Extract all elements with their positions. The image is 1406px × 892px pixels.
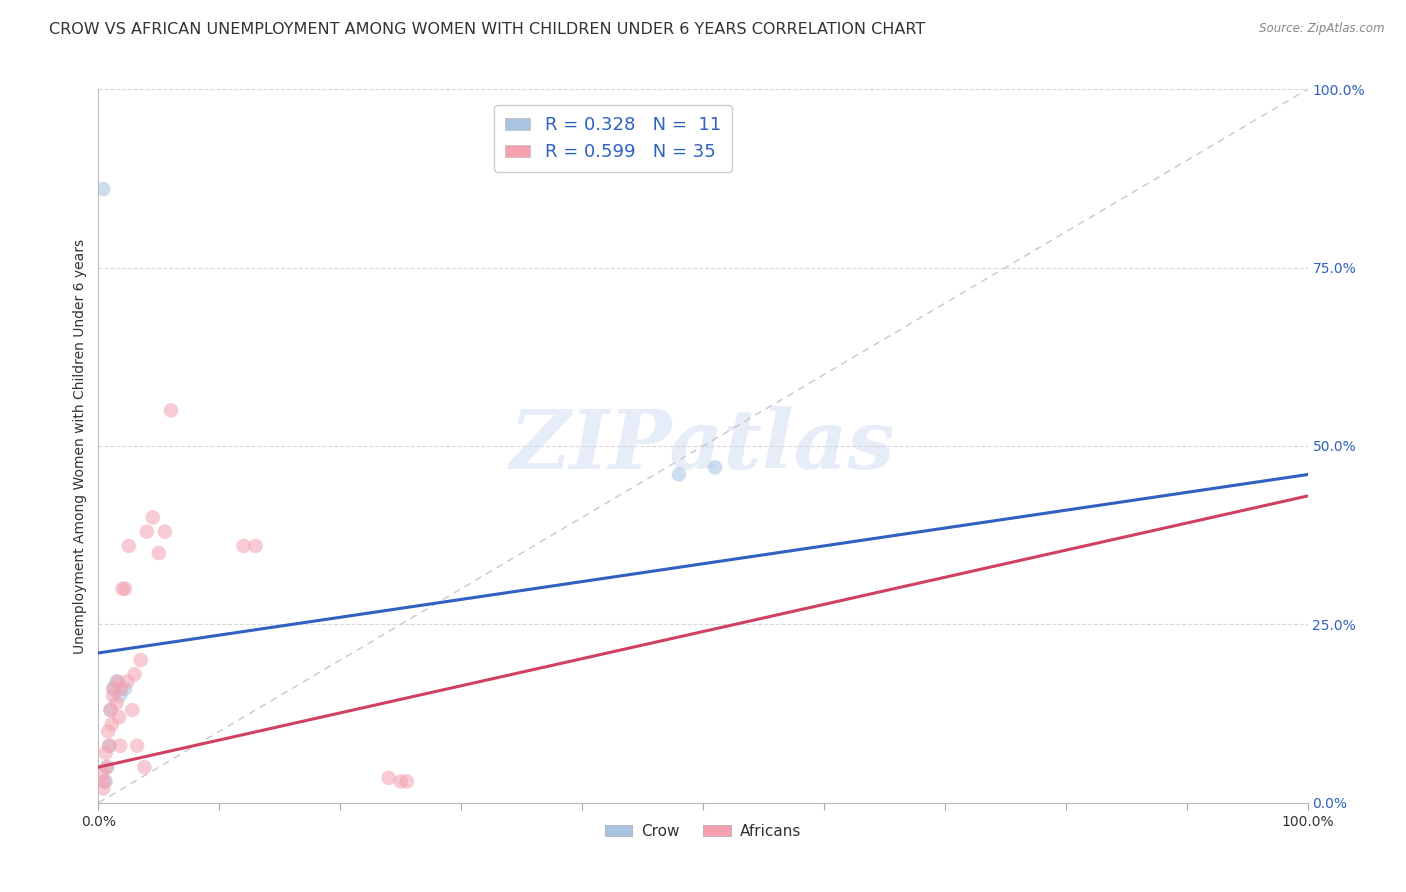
Point bbox=[121, 703, 143, 717]
Point bbox=[232, 539, 254, 553]
Point bbox=[135, 524, 157, 539]
Point bbox=[108, 710, 131, 724]
Point bbox=[98, 739, 121, 753]
Point bbox=[97, 724, 120, 739]
Point bbox=[153, 524, 176, 539]
Legend: Crow, Africans: Crow, Africans bbox=[599, 818, 807, 845]
Point bbox=[127, 739, 149, 753]
Point bbox=[103, 681, 125, 696]
Point bbox=[105, 696, 128, 710]
Point bbox=[117, 674, 139, 689]
Text: Source: ZipAtlas.com: Source: ZipAtlas.com bbox=[1260, 22, 1385, 36]
Point bbox=[142, 510, 165, 524]
Point bbox=[110, 681, 132, 696]
Point bbox=[94, 774, 117, 789]
Point bbox=[98, 739, 121, 753]
Point bbox=[111, 582, 134, 596]
Point bbox=[108, 739, 131, 753]
Point bbox=[148, 546, 170, 560]
Point bbox=[107, 674, 129, 689]
Point bbox=[668, 467, 690, 482]
Point bbox=[91, 781, 114, 796]
Point bbox=[114, 681, 136, 696]
Point bbox=[91, 767, 114, 781]
Point bbox=[96, 760, 118, 774]
Point bbox=[704, 460, 727, 475]
Point bbox=[118, 539, 141, 553]
Point bbox=[134, 760, 156, 774]
Y-axis label: Unemployment Among Women with Children Under 6 years: Unemployment Among Women with Children U… bbox=[73, 238, 87, 654]
Text: ZIPatlas: ZIPatlas bbox=[510, 406, 896, 486]
Point bbox=[395, 774, 418, 789]
Point bbox=[91, 182, 114, 196]
Point bbox=[129, 653, 152, 667]
Point bbox=[100, 703, 122, 717]
Point bbox=[108, 689, 131, 703]
Point bbox=[100, 717, 122, 731]
Point bbox=[377, 771, 399, 785]
Point bbox=[94, 746, 117, 760]
Point bbox=[124, 667, 146, 681]
Point bbox=[114, 582, 136, 596]
Point bbox=[101, 689, 124, 703]
Point bbox=[93, 774, 115, 789]
Point bbox=[105, 674, 128, 689]
Point bbox=[389, 774, 412, 789]
Point bbox=[101, 681, 124, 696]
Point bbox=[100, 703, 122, 717]
Point bbox=[245, 539, 267, 553]
Point bbox=[96, 760, 118, 774]
Point bbox=[160, 403, 183, 417]
Text: CROW VS AFRICAN UNEMPLOYMENT AMONG WOMEN WITH CHILDREN UNDER 6 YEARS CORRELATION: CROW VS AFRICAN UNEMPLOYMENT AMONG WOMEN… bbox=[49, 22, 925, 37]
